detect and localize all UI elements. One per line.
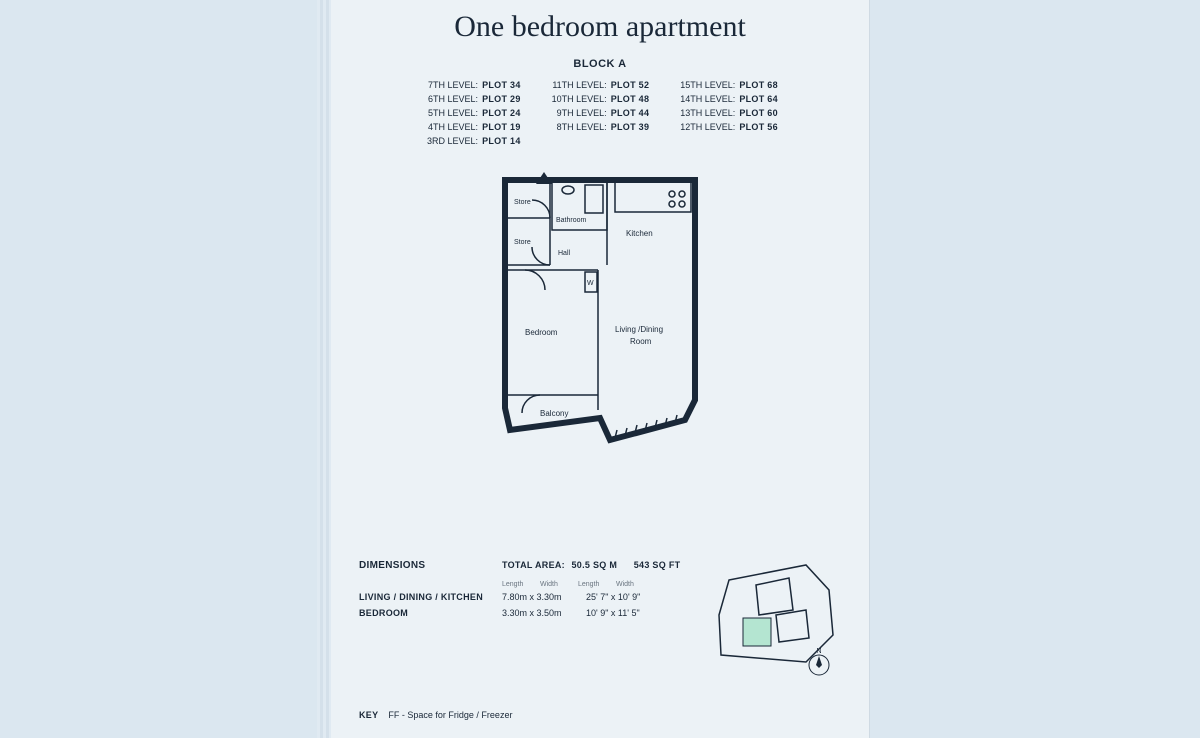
plot-grid: 7TH LEVEL:PLOT 34 6TH LEVEL:PLOT 29 5TH LE… bbox=[359, 80, 841, 146]
binding-stripe bbox=[317, 0, 331, 738]
dimension-row: BEDROOM3.30m x 3.50m10' 9" x 11' 5" bbox=[359, 608, 691, 618]
lower-section: DIMENSIONS TOTAL AREA: 50.5 SQ M 543 SQ … bbox=[359, 560, 841, 690]
plot-col-2: 11TH LEVEL:PLOT 52 10TH LEVEL:PLOT 48 9TH … bbox=[551, 80, 650, 146]
plot-row: 3RD LEVEL:PLOT 14 bbox=[422, 136, 521, 146]
plot-row: 12TH LEVEL:PLOT 56 bbox=[679, 122, 778, 132]
label-w: W bbox=[587, 280, 594, 287]
key-text: FF - Space for Fridge / Freezer bbox=[388, 710, 512, 720]
site-plan: N bbox=[711, 560, 841, 690]
page-title: One bedroom apartment bbox=[359, 10, 841, 44]
dimension-row: LIVING / DINING / KITCHEN7.80m x 3.30m25… bbox=[359, 592, 691, 602]
key-label: KEY bbox=[359, 710, 378, 720]
label-bedroom: Bedroom bbox=[525, 328, 558, 337]
dimensions-heading: DIMENSIONS bbox=[359, 560, 502, 571]
plot-row: 5TH LEVEL:PLOT 24 bbox=[422, 108, 521, 118]
key-row: KEY FF - Space for Fridge / Freezer bbox=[359, 710, 841, 720]
label-bathroom: Bathroom bbox=[556, 217, 587, 224]
plot-row: 7TH LEVEL:PLOT 34 bbox=[422, 80, 521, 90]
floorplan: Store Store Bathroom Hall Kitchen W Bedr… bbox=[359, 170, 841, 470]
brochure-page: One bedroom apartment BLOCK A 7TH LEVEL:… bbox=[330, 0, 870, 738]
plot-row: 11TH LEVEL:PLOT 52 bbox=[551, 80, 650, 90]
plot-row: 6TH LEVEL:PLOT 29 bbox=[422, 94, 521, 104]
label-hall: Hall bbox=[558, 250, 571, 257]
plot-row: 8TH LEVEL:PLOT 39 bbox=[551, 122, 650, 132]
plot-col-1: 7TH LEVEL:PLOT 34 6TH LEVEL:PLOT 29 5TH LE… bbox=[422, 80, 521, 146]
total-area: TOTAL AREA: 50.5 SQ M 543 SQ FT bbox=[502, 560, 680, 570]
plot-col-3: 15TH LEVEL:PLOT 68 14TH LEVEL:PLOT 64 13TH… bbox=[679, 80, 778, 146]
label-balcony: Balcony bbox=[540, 409, 568, 418]
floorplan-svg: Store Store Bathroom Hall Kitchen W Bedr… bbox=[490, 170, 710, 470]
dimensions-block: DIMENSIONS TOTAL AREA: 50.5 SQ M 543 SQ … bbox=[359, 560, 691, 624]
plot-row: 10TH LEVEL:PLOT 48 bbox=[551, 94, 650, 104]
compass-icon: N bbox=[809, 648, 829, 675]
block-label: BLOCK A bbox=[359, 58, 841, 70]
plot-row: 15TH LEVEL:PLOT 68 bbox=[679, 80, 778, 90]
dim-rows: LIVING / DINING / KITCHEN7.80m x 3.30m25… bbox=[359, 592, 691, 618]
plot-row: 14TH LEVEL:PLOT 64 bbox=[679, 94, 778, 104]
lw-headers: Length Width Length Width bbox=[502, 581, 691, 588]
label-store2: Store bbox=[514, 239, 531, 246]
label-kitchen: Kitchen bbox=[626, 229, 653, 238]
label-living: Living /Dining bbox=[615, 325, 663, 334]
plot-row: 13TH LEVEL:PLOT 60 bbox=[679, 108, 778, 118]
plot-row: 9TH LEVEL:PLOT 44 bbox=[551, 108, 650, 118]
plot-row: 4TH LEVEL:PLOT 19 bbox=[422, 122, 521, 132]
label-living2: Room bbox=[630, 337, 652, 346]
label-store1: Store bbox=[514, 199, 531, 206]
svg-text:N: N bbox=[816, 648, 821, 655]
